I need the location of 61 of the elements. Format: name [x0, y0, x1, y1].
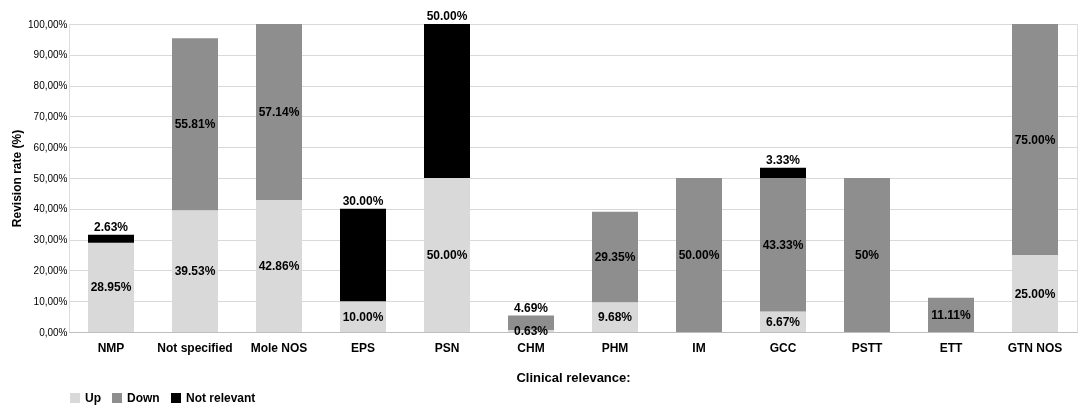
x-tick-label: PSN — [434, 340, 460, 355]
data-label: 28.95% — [90, 280, 132, 295]
y-tick-label: 100,00% — [28, 18, 68, 30]
y-tick-label: 40,00% — [33, 203, 68, 215]
data-label: 25.00% — [1014, 286, 1056, 301]
data-label: 50.00% — [426, 9, 468, 23]
data-label: 30.00% — [342, 193, 384, 208]
x-tick-label: GTN NOS — [1007, 340, 1063, 355]
bar — [424, 24, 470, 178]
bar — [1012, 24, 1058, 255]
data-label: 3.33% — [765, 152, 801, 167]
data-label: 0.63% — [513, 324, 549, 339]
data-label: 39.53% — [174, 264, 216, 279]
data-label: 6.67% — [765, 314, 801, 329]
data-label: 50.00% — [426, 248, 468, 262]
y-tick-label: 10,00% — [33, 295, 68, 307]
x-tick-label: PHM — [601, 340, 629, 355]
data-label: 55.81% — [174, 117, 216, 132]
legend-label: Up — [85, 391, 101, 405]
x-tick-label: Mole NOS — [250, 340, 308, 355]
data-label: 10.00% — [342, 309, 384, 324]
y-tick-label: 50,00% — [33, 172, 68, 184]
bar — [760, 167, 806, 178]
x-tick-label: GCC — [769, 340, 797, 355]
y-axis-title: Revision rate (%) — [10, 129, 25, 228]
data-label: 42.86% — [258, 259, 300, 273]
x-axis-title: Clinical relevance: — [516, 369, 631, 385]
y-tick-label: 80,00% — [33, 80, 68, 92]
y-tick-label: 30,00% — [33, 234, 68, 246]
data-label: 29.35% — [594, 249, 636, 264]
data-label: 50% — [854, 248, 880, 262]
y-tick-label: 20,00% — [33, 264, 68, 276]
bar — [844, 178, 890, 332]
x-tick-label: Not specified — [157, 340, 233, 355]
legend-label: Not relevant — [186, 391, 256, 405]
bar — [592, 211, 638, 303]
legend-label: Down — [127, 391, 160, 405]
x-tick-label: EPS — [350, 340, 376, 355]
y-tick-label: 90,00% — [33, 49, 68, 61]
data-label: 9.68% — [597, 310, 633, 325]
data-label: 75.00% — [1014, 132, 1056, 147]
x-tick-label: ETT — [939, 340, 963, 355]
data-label: 57.14% — [258, 105, 300, 119]
bar — [88, 234, 134, 243]
y-tick-label: 60,00% — [33, 141, 68, 153]
x-tick-label: CHM — [517, 340, 545, 355]
data-label: 4.69% — [513, 300, 549, 315]
data-label: 2.63% — [93, 219, 129, 234]
y-tick-label: 70,00% — [33, 110, 68, 122]
x-tick-label: PSTT — [851, 340, 883, 355]
data-label: 43.33% — [762, 237, 804, 252]
bar — [340, 208, 386, 302]
data-label: 50.00% — [678, 248, 720, 262]
bar — [256, 24, 302, 200]
bar — [172, 38, 218, 211]
data-label: 11.11% — [931, 307, 972, 322]
bar — [760, 178, 806, 312]
y-tick-label: 0,00% — [39, 326, 68, 338]
x-tick-label: NMP — [97, 340, 125, 355]
bar — [676, 178, 722, 332]
x-tick-label: IM — [692, 340, 706, 355]
